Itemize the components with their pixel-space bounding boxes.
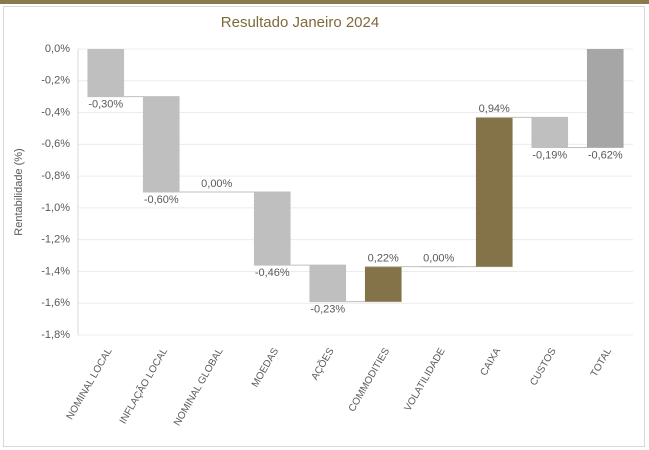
value-label: -0,23% — [310, 304, 345, 316]
x-tick-label: NOMINAL GLOBAL — [172, 346, 226, 428]
x-tick-label: INFLAÇÃO LOCAL — [116, 345, 170, 426]
value-label: 0,22% — [368, 253, 399, 265]
bar — [142, 96, 180, 192]
top-border — [0, 0, 649, 4]
y-tick-label: -0,4% — [41, 106, 70, 118]
value-label: -0,30% — [88, 99, 123, 111]
value-label: -0,46% — [255, 267, 290, 279]
value-label: 0,94% — [479, 103, 510, 115]
x-tick-label: TOTAL — [589, 346, 614, 379]
bar — [475, 117, 513, 267]
value-label: 0,00% — [423, 253, 454, 265]
chart-frame — [3, 6, 645, 447]
value-label: -0,60% — [144, 194, 179, 206]
y-tick-label: -1,8% — [41, 329, 70, 341]
bar — [253, 192, 291, 266]
bar — [586, 49, 624, 148]
x-tick-label: VOLATILIDADE — [403, 346, 448, 413]
x-tick-label: CAIXA — [479, 346, 504, 378]
x-tick-label: CUSTOS — [528, 346, 558, 388]
bar — [364, 266, 402, 302]
y-tick-label: -0,2% — [41, 75, 70, 87]
y-axis-label: Rentabilidade (%) — [13, 148, 25, 235]
y-tick-label: 0,0% — [45, 43, 70, 55]
x-tick-label: AÇÕES — [308, 345, 337, 382]
value-label: 0,00% — [201, 178, 232, 190]
value-label: -0,19% — [532, 149, 567, 161]
bar — [309, 265, 347, 302]
x-tick-label: COMMODITIES — [347, 346, 393, 414]
value-label: -0,62% — [588, 149, 623, 161]
bar — [531, 117, 569, 148]
x-tick-label: MOEDAS — [250, 346, 281, 389]
y-tick-label: -1,6% — [41, 297, 70, 309]
y-tick-label: -1,0% — [41, 202, 70, 214]
y-tick-label: -1,4% — [41, 265, 70, 277]
chart-title: Resultado Janeiro 2024 — [221, 14, 379, 31]
bar — [87, 49, 125, 97]
y-tick-label: -0,6% — [41, 138, 70, 150]
y-tick-label: -0,8% — [41, 170, 70, 182]
y-tick-label: -1,2% — [41, 234, 70, 246]
x-tick-label: NOMINAL LOCAL — [65, 346, 115, 422]
